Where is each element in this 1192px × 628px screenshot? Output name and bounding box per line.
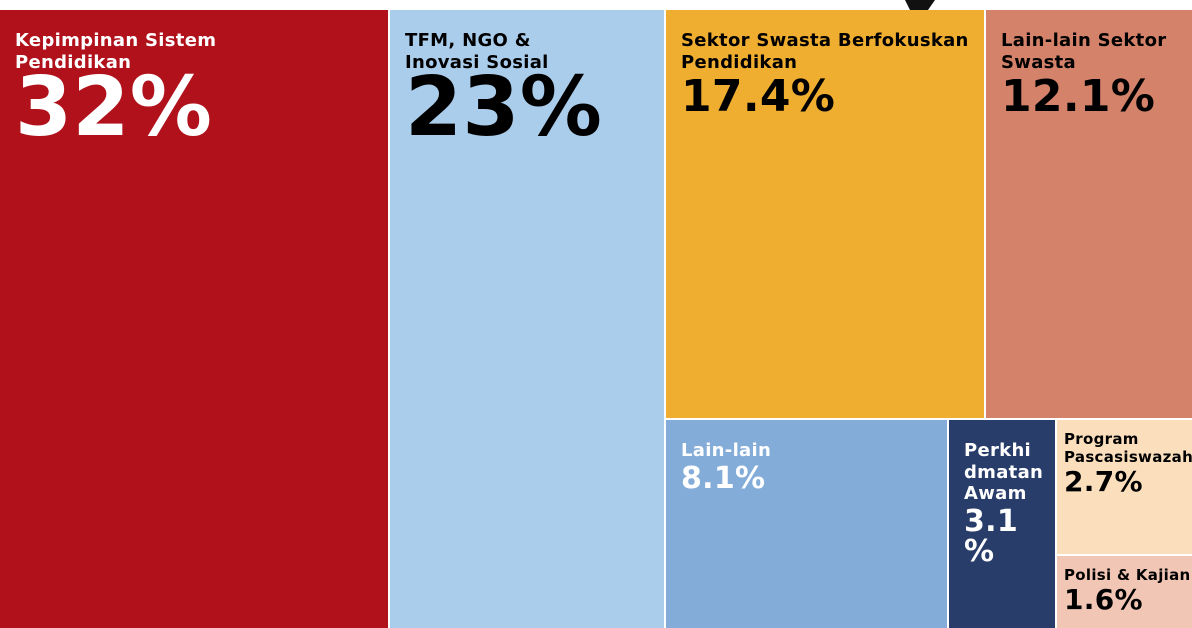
cell-label: Program Pascasiswazah bbox=[1064, 430, 1192, 466]
treemap-cell: Kepimpinan Sistem Pendidikan 32% bbox=[0, 10, 388, 628]
cell-label: Sektor Swasta Berfokuskan Pendidikan bbox=[681, 30, 969, 73]
value-label: 23% bbox=[405, 60, 603, 156]
value-label: 8.1% bbox=[681, 460, 766, 496]
value-label: 12.1% bbox=[1001, 71, 1156, 123]
cell-label: Polisi & Kajian bbox=[1064, 566, 1191, 584]
cell-label: Lain-lain bbox=[681, 440, 772, 461]
treemap-cell: Lain-lain Sektor Swasta 12.1% bbox=[986, 10, 1192, 418]
treemap-cell: Polisi & Kajian 1.6% bbox=[1057, 556, 1192, 628]
illustration-fragment bbox=[905, 0, 935, 10]
treemap-cell: Sektor Swasta Berfokuskan Pendidikan 17.4… bbox=[666, 10, 984, 418]
value-label: 32% bbox=[15, 60, 213, 156]
treemap-cell: Lain-lain 8.1% bbox=[666, 420, 947, 628]
treemap-cell: Program Pascasiswazah 2.7% bbox=[1057, 420, 1192, 554]
treemap-cell: TFM, NGO & Inovasi Sosial 23% bbox=[390, 10, 664, 628]
cell-label: TFM, NGO & Inovasi Sosial bbox=[405, 30, 549, 73]
treemap-cell: Perkhidmatan Awam 3.1% bbox=[949, 420, 1055, 628]
decoration bbox=[905, 0, 935, 10]
value-label: 17.4% bbox=[681, 71, 836, 123]
value-label: 1.6% bbox=[1064, 583, 1143, 616]
cell-label: Lain-lain Sektor Swasta bbox=[1001, 30, 1167, 73]
value-label: 3.1% bbox=[964, 503, 1019, 569]
value-label: 2.7% bbox=[1064, 465, 1143, 498]
cell-label: Kepimpinan Sistem Pendidikan bbox=[15, 30, 217, 73]
cell-label: Perkhidmatan Awam bbox=[964, 440, 1044, 505]
